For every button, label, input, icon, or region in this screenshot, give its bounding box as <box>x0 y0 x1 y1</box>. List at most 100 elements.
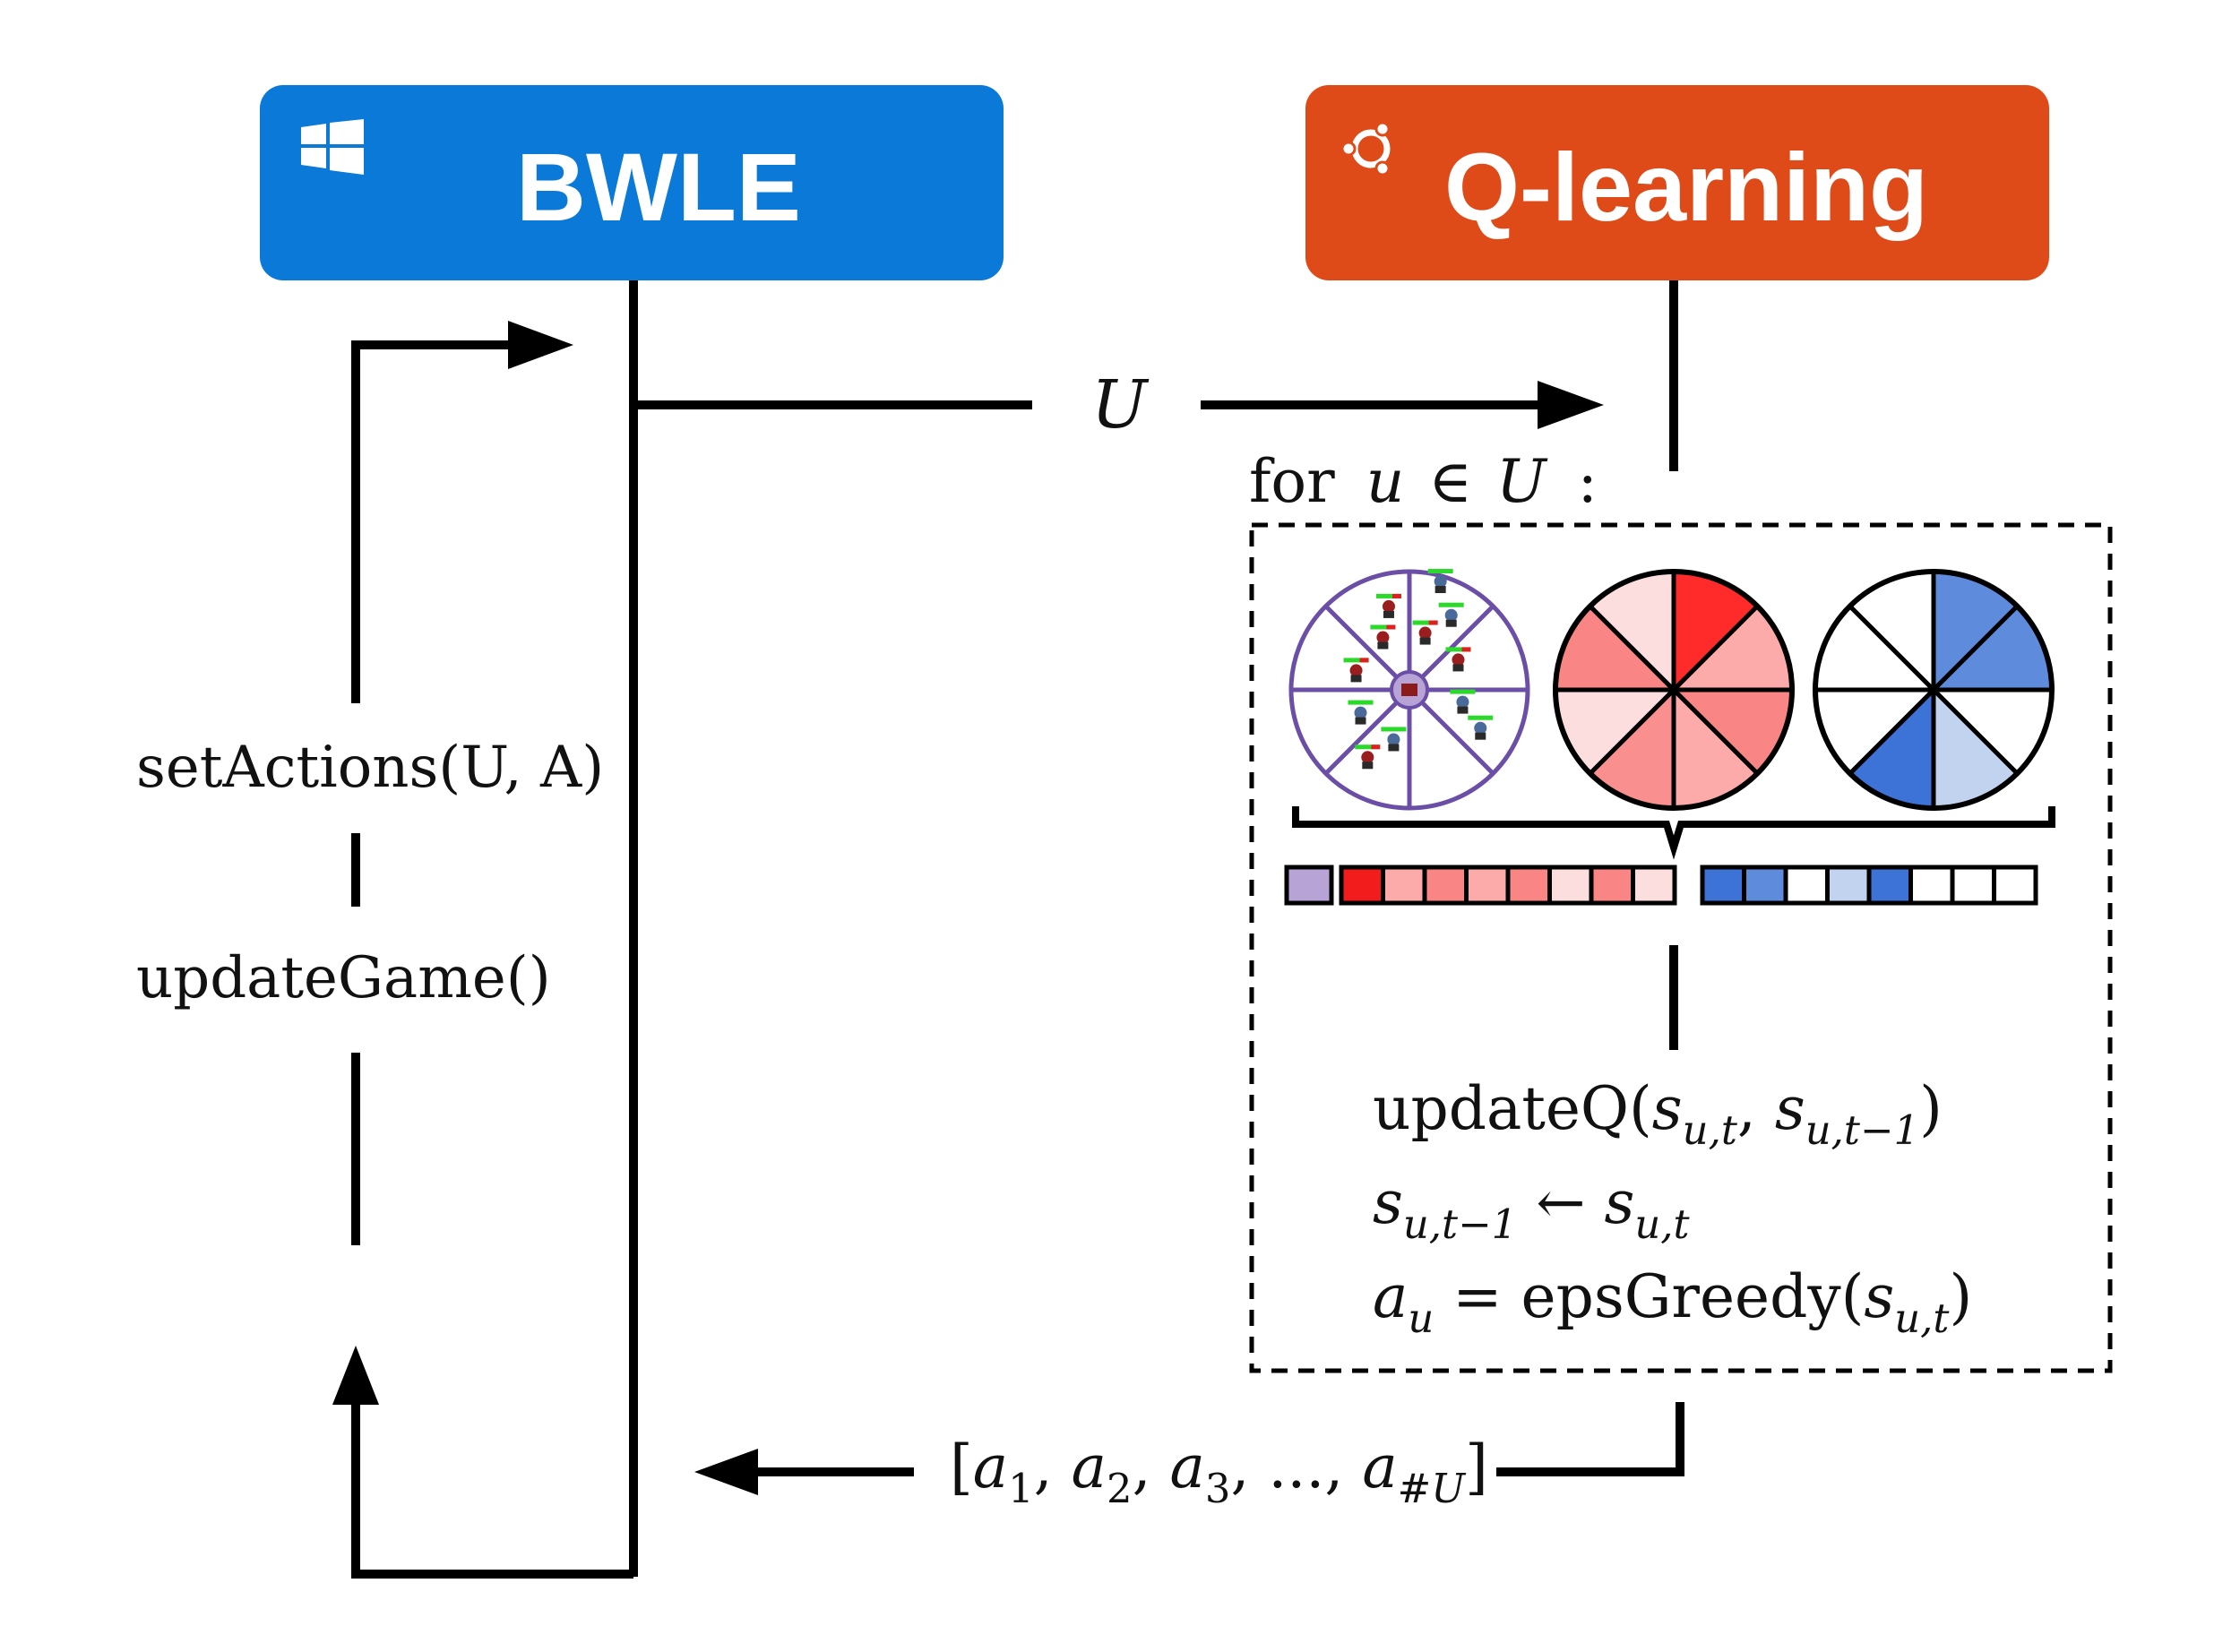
update-q-line: updateQ(su,t, su,t−1) <box>1373 1080 1943 1151</box>
loop-header-set: U <box>1496 447 1546 516</box>
ally-unit-icon <box>1468 715 1494 740</box>
action-a3-sub: 3 <box>1204 1465 1231 1513</box>
vector-cell-red <box>1505 865 1552 906</box>
state-wheel-divider <box>1408 688 1495 776</box>
unit-damage-bar <box>1359 658 1369 663</box>
loop-up-arrowhead <box>332 1346 379 1405</box>
enemy-unit-icon <box>1445 647 1471 672</box>
unit-body <box>1452 653 1465 667</box>
vector-cell-red <box>1464 865 1511 906</box>
action-comma-2: , <box>1132 1433 1170 1501</box>
update-q-arg2: s <box>1774 1074 1805 1143</box>
unit-legs <box>1388 744 1400 752</box>
eps-greedy-arg-sub: u,t <box>1894 1295 1950 1343</box>
wheels-brace <box>1292 806 2055 860</box>
unit-health-bar <box>1375 593 1401 598</box>
actions-arrowhead <box>694 1449 758 1495</box>
unit-legs <box>1355 717 1366 725</box>
update-q-close: ) <box>1919 1074 1943 1143</box>
unit-body <box>1387 733 1400 746</box>
update-q-sub1: u,t <box>1682 1106 1737 1155</box>
action-a3: a <box>1169 1433 1205 1501</box>
update-q-arg1: s <box>1651 1074 1683 1143</box>
vector-cell-red <box>1339 865 1385 906</box>
enemy-unit-icon <box>1355 744 1381 770</box>
loop-bottom-line <box>351 1398 633 1579</box>
unit-damage-bar <box>1371 744 1381 750</box>
unit-legs <box>1452 664 1464 672</box>
eps-greedy-lhs-sub: u <box>1408 1295 1434 1343</box>
unit-body <box>1376 631 1390 644</box>
wheels-layer <box>1288 569 2055 811</box>
ally-unit-icon <box>1438 602 1464 627</box>
loop-header-colon: : <box>1577 447 1598 516</box>
unit-legs <box>1434 586 1446 594</box>
unit-legs <box>1445 619 1457 627</box>
vector-cell-red <box>1422 865 1469 906</box>
vector-cell-state <box>1284 865 1334 906</box>
loop-header-for: for <box>1249 447 1335 516</box>
actions-close: ] <box>1465 1433 1488 1501</box>
enemy-unit-icon <box>1412 620 1438 645</box>
state-wheel <box>1288 569 1530 811</box>
unit-damage-bar <box>1461 647 1471 652</box>
loop-header-var: u <box>1366 447 1405 516</box>
update-q-comma: , <box>1736 1074 1775 1143</box>
unit-legs <box>1475 732 1486 740</box>
state-shift-rhs-sub: u,t <box>1634 1200 1690 1249</box>
unit-body <box>1434 575 1447 589</box>
actions-open: [ <box>950 1433 973 1501</box>
state-vector <box>1284 865 2038 906</box>
red-q-wheel <box>1553 569 1795 811</box>
unit-legs <box>1383 610 1394 618</box>
unit-body <box>1444 608 1458 622</box>
loop-dashed-box <box>1249 522 2113 1373</box>
unit-legs <box>1419 637 1431 645</box>
unit-damage-bar <box>1428 620 1438 625</box>
vector-cell-blue <box>1742 865 1788 906</box>
set-actions-label: setActions(U, A) <box>136 735 605 801</box>
unit-legs <box>1362 761 1374 770</box>
unit-health-bar <box>1348 700 1374 705</box>
loop-header-in: ∈ <box>1428 447 1473 516</box>
ally-unit-icon <box>1427 569 1453 594</box>
unit-legs <box>1377 641 1389 650</box>
state-shift-lhs-sub: u,t−1 <box>1402 1200 1518 1249</box>
action-a1: a <box>972 1433 1009 1501</box>
unit-damage-bar <box>1386 624 1396 630</box>
unit-health-bar <box>1450 689 1476 694</box>
eps-greedy-lhs: a <box>1373 1262 1409 1331</box>
action-a2: a <box>1071 1433 1107 1501</box>
bwle-title: BWLE <box>516 133 801 241</box>
blue-q-wheel <box>1813 569 2055 811</box>
unit-health-bar <box>1438 602 1464 607</box>
vector-cell-blue <box>1700 865 1746 906</box>
vector-cell-blue <box>1908 865 1955 906</box>
vector-cell-red <box>1547 865 1594 906</box>
unit-legs <box>1350 675 1362 683</box>
ally-unit-icon <box>1450 689 1476 714</box>
vector-cell-blue <box>1950 865 1996 906</box>
units-symbol: U <box>1091 366 1148 443</box>
state-shift-line: su,t−1 ← su,t <box>1373 1174 1690 1245</box>
enemy-unit-icon <box>1375 593 1401 618</box>
action-a2-sub: 2 <box>1107 1465 1133 1513</box>
vector-cell-blue <box>1992 865 2038 906</box>
unit-health-bar <box>1370 624 1396 630</box>
unit-body <box>1382 599 1395 613</box>
eps-greedy-line: au = epsGreedy(su,t) <box>1373 1268 1972 1339</box>
unit-health-bar <box>1468 715 1494 720</box>
state-shift-rhs: s <box>1604 1168 1635 1237</box>
enemy-unit-icon <box>1343 658 1369 683</box>
unit-body <box>1474 721 1487 735</box>
state-wheel-divider <box>1323 604 1411 692</box>
red-q-wheel-rim <box>1553 569 1795 811</box>
unit-body <box>1354 706 1367 719</box>
action-ellipsis: , ..., <box>1230 1433 1363 1501</box>
vector-cell-red <box>1631 865 1677 906</box>
vector-cell-red <box>1381 865 1427 906</box>
vector-cell-blue <box>1866 865 1913 906</box>
loop-top-line <box>351 340 515 703</box>
windows-logo-icon <box>301 119 364 179</box>
